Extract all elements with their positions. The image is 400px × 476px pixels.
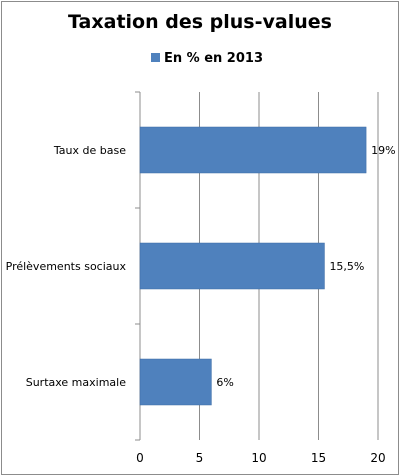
value-label: 19% [371,144,395,157]
bar [139,358,212,406]
category-axis [135,91,141,441]
tick-label: 15 [311,451,326,465]
category-label: Taux de base [53,144,126,157]
category-label: Prélèvements sociaux [6,260,127,273]
tick-label: 10 [251,451,266,465]
bar [139,126,367,174]
tick-label: 20 [370,451,385,465]
bars [139,126,367,406]
tick-labels: 0 5 10 15 20 [136,451,385,465]
category-labels: Taux de base Prélèvements sociaux Surtaxe … [6,144,127,389]
chart-title: Taxation des plus-values [68,11,332,33]
legend-swatch [151,53,160,62]
value-label: 6% [216,376,233,389]
legend: En % en 2013 [151,51,263,66]
legend-label: En % en 2013 [164,51,263,66]
tick-label: 5 [196,451,204,465]
value-label: 15,5% [329,260,364,273]
category-label: Surtaxe maximale [26,376,127,389]
value-labels: 19% 15,5% 6% [216,144,395,389]
bar [139,242,325,290]
tick-label: 0 [136,451,144,465]
